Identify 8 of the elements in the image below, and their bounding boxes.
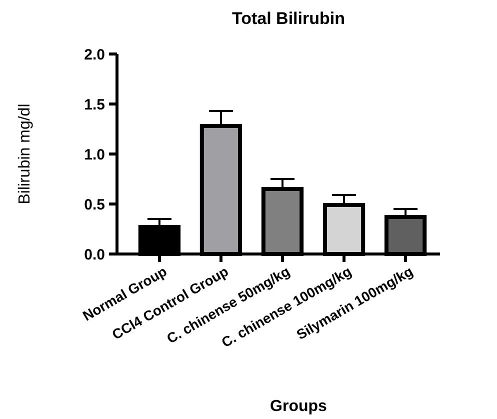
y-tick-label: 1.0 — [84, 146, 105, 164]
y-axis-title: Bilirubin mg/dl — [16, 104, 34, 204]
y-tick-label: 0.5 — [84, 196, 105, 214]
y-tick-label: 2.0 — [84, 46, 105, 64]
y-tick-label: 0.0 — [84, 246, 105, 264]
y-tick-label: 1.5 — [84, 96, 105, 114]
x-axis-title: Groups — [270, 398, 328, 415]
chart-title: Total Bilirubin — [232, 9, 346, 28]
